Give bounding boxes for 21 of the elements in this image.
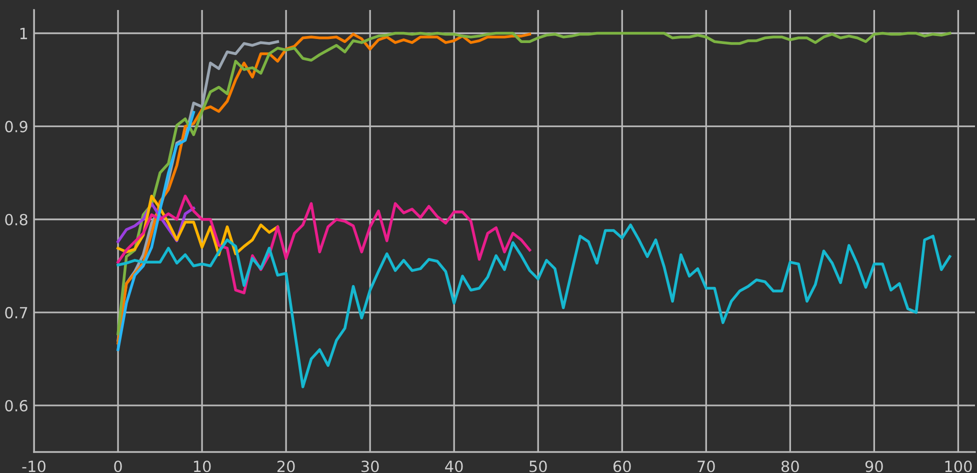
x-tick-label: 10 [194,460,211,472]
x-tick-label: 30 [362,460,379,472]
y-tick-label: 0.6 [5,400,28,412]
line-series [116,110,196,352]
x-tick-label: 80 [781,460,799,472]
x-tick-label: 40 [445,460,463,472]
x-tick-label: 90 [865,460,883,472]
x-tick-label: 70 [698,460,715,472]
x-tick-label: 50 [530,460,547,472]
y-tick-label: 0.8 [5,214,28,226]
y-tick-label: 1 [20,28,28,40]
x-tick-label: 60 [613,460,631,472]
x-tick-label: 20 [277,460,295,472]
line-series [116,194,532,294]
y-tick-label: 0.7 [5,306,28,318]
y-tick-label: 0.9 [5,120,28,132]
line-series [116,224,952,388]
line-series [116,32,952,336]
x-tick-label: -10 [22,460,46,472]
x-tick-label: 0 [114,460,122,472]
x-tick-label: 100 [945,460,972,472]
